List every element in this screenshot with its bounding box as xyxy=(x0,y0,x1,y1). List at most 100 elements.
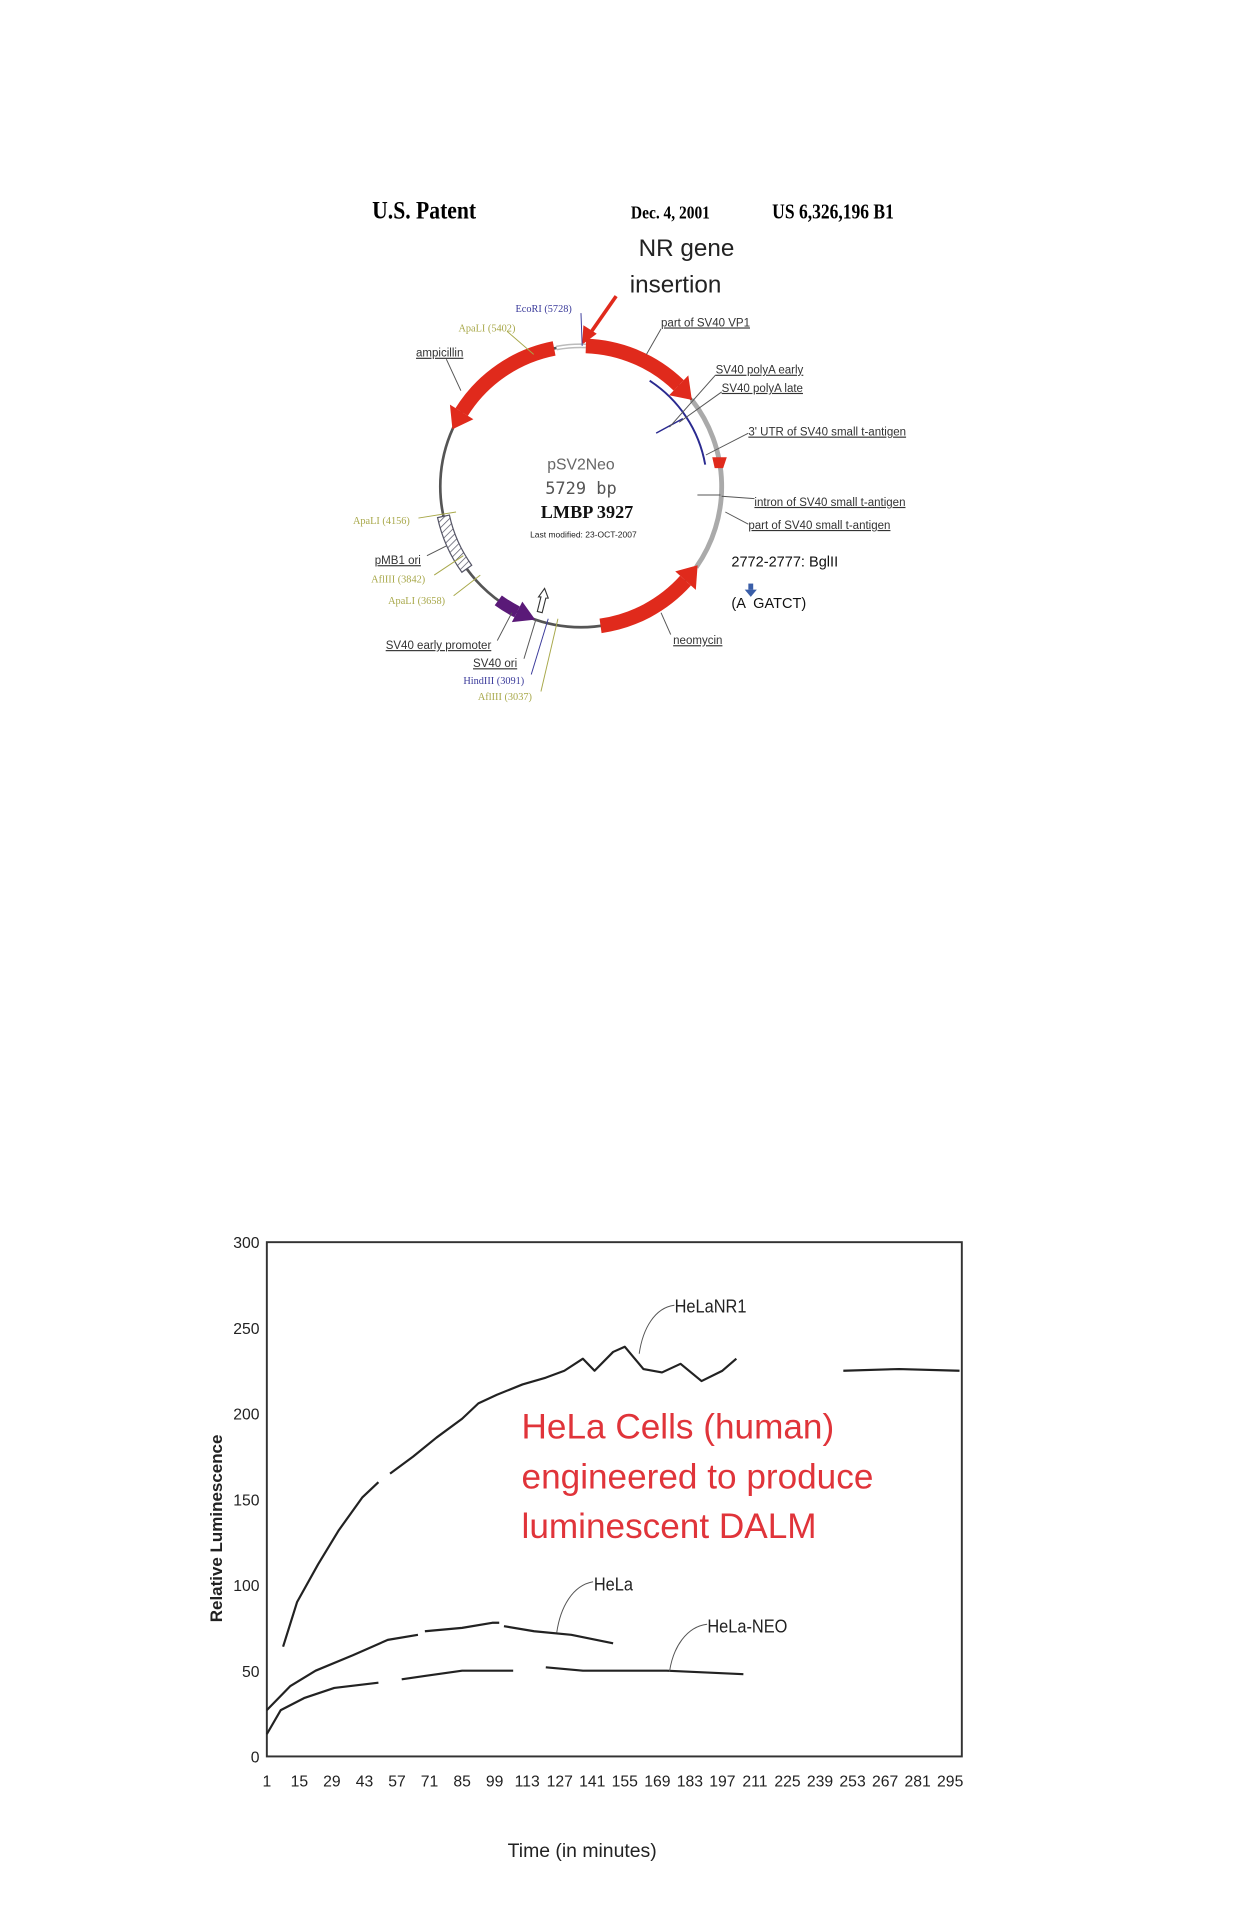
label-leader-line xyxy=(678,391,722,423)
label-leader-line xyxy=(418,511,457,519)
backbone-gap-inner xyxy=(556,344,586,349)
label-leader-line xyxy=(669,374,716,428)
x-tick-label: 239 xyxy=(807,1774,834,1791)
x-tick-label: 197 xyxy=(709,1774,735,1791)
label-leader-line xyxy=(646,328,662,355)
plasmid-modified: Last modified: 23-OCT-2007 xyxy=(530,529,637,539)
x-tick-label: 99 xyxy=(486,1774,504,1791)
x-axis-label: Time (in minutes) xyxy=(508,1840,657,1862)
label-leader-line xyxy=(705,432,749,456)
x-tick-label: 57 xyxy=(388,1774,406,1791)
annotation-line-3: luminescent DALM xyxy=(522,1507,817,1546)
label-leader-line xyxy=(496,612,513,641)
feature-polya-late: SV40 polyA late xyxy=(722,383,803,395)
x-tick-label: 183 xyxy=(677,1774,704,1791)
label-leader-line xyxy=(540,618,559,692)
feature-neomycin: neomycin xyxy=(673,635,722,647)
label-leader-line xyxy=(725,511,749,525)
x-tick-label: 29 xyxy=(323,1774,341,1791)
svg-text:HeLa: HeLa xyxy=(594,1573,633,1594)
feature-part-t-antigen-mark xyxy=(712,457,727,469)
feature-ampicillin-arrow-head xyxy=(449,404,474,430)
site-afliii-3037: AflIII (3037) xyxy=(478,692,532,703)
y-tick-label: 150 xyxy=(233,1492,260,1509)
patent-number: US 6,326,196 B1 xyxy=(772,201,894,224)
patent-header-left: U.S. Patent xyxy=(372,197,476,225)
series-label-hela-neo: HeLa-NEO xyxy=(669,1616,787,1672)
insertion-note-line1: NR gene xyxy=(639,235,735,262)
site-hindiii: HindIII (3091) xyxy=(463,676,524,687)
label-leader-line xyxy=(721,495,755,500)
feature-vp1: part of SV40 VP1 xyxy=(661,317,750,329)
feature-sv40-ori-arrow xyxy=(536,587,550,614)
svg-text:HeLaNR1: HeLaNR1 xyxy=(675,1296,747,1317)
feature-polya-mark xyxy=(655,417,684,434)
feature-polya-early: SV40 polyA early xyxy=(716,365,804,377)
x-tick-label: 15 xyxy=(291,1774,309,1791)
feature-neomycin-arrow-head xyxy=(675,565,698,590)
x-tick-label: 113 xyxy=(515,1774,540,1791)
y-tick-label: 100 xyxy=(233,1578,260,1595)
site-apali-5402: ApaLI (5402) xyxy=(458,323,515,334)
label-leader-line xyxy=(506,330,534,355)
feature-ampicillin: ampicillin xyxy=(416,348,463,360)
svg-text:HeLa-NEO: HeLa-NEO xyxy=(707,1616,787,1637)
feature-sv40-ori: SV40 ori xyxy=(473,658,517,670)
x-tick-label: 253 xyxy=(839,1774,866,1791)
series-label-helanr1: HeLaNR1 xyxy=(638,1296,747,1354)
x-tick-label: 295 xyxy=(937,1774,964,1791)
y-axis-label: Relative Luminescence xyxy=(207,1435,226,1623)
plot-frame xyxy=(265,1241,963,1758)
insertion-note-line2: insertion xyxy=(630,271,722,298)
site-ecori: EcoRI (5728) xyxy=(515,304,571,315)
feature-vp1-arrow-head xyxy=(669,375,692,400)
series-line-hela xyxy=(266,1621,614,1711)
site-apali-3658: ApaLI (3658) xyxy=(388,596,445,607)
label-leader-line xyxy=(530,618,549,675)
feature-utr: 3' UTR of SV40 small t-antigen xyxy=(748,427,906,439)
feature-pmb1-ori: pMB1 ori xyxy=(375,555,421,567)
x-tick-label: 155 xyxy=(612,1774,639,1791)
annotation-line-1: HeLa Cells (human) xyxy=(522,1408,835,1447)
feature-intron: intron of SV40 small t-antigen xyxy=(754,497,905,509)
label-leader-line xyxy=(433,555,464,576)
feature-early-promoter-arrow-head xyxy=(511,601,536,623)
label-leader-line xyxy=(453,574,481,597)
plasmid-size: 5729 bp xyxy=(545,479,617,499)
series-label-hela: HeLa xyxy=(556,1573,633,1633)
plasmid-name: pSV2Neo xyxy=(547,457,615,474)
feature-early-promoter: SV40 early promoter xyxy=(386,640,492,652)
annotation-line-2: engineered to produce xyxy=(522,1457,874,1496)
feature-ampicillin-arrow xyxy=(455,341,556,416)
y-tick-label: 0 xyxy=(251,1749,260,1766)
plasmid-id: LMBP 3927 xyxy=(541,502,633,522)
site-afliii-3842: AflIII (3842) xyxy=(371,574,425,585)
feature-neomycin-arrow xyxy=(599,575,691,634)
x-tick-label: 141 xyxy=(579,1774,605,1791)
x-tick-label: 1 xyxy=(262,1774,271,1791)
feature-pmb1-ori xyxy=(438,515,471,572)
site-apali-4156: ApaLI (4156) xyxy=(353,516,410,527)
label-leader-line xyxy=(580,313,583,346)
x-tick-label: 71 xyxy=(421,1774,439,1791)
feature-early-promoter-arrow xyxy=(494,595,520,618)
x-tick-label: 225 xyxy=(774,1774,801,1791)
x-tick-label: 211 xyxy=(742,1774,767,1791)
insertion-arrow xyxy=(582,295,618,345)
plasmid-map xyxy=(418,313,755,692)
x-tick-label: 43 xyxy=(356,1774,374,1791)
x-tick-label: 169 xyxy=(644,1774,671,1791)
backbone-segment xyxy=(689,398,725,569)
bglii-site: (A GATCT) xyxy=(731,596,806,612)
x-tick-label: 281 xyxy=(905,1774,931,1791)
y-tick-label: 300 xyxy=(233,1235,260,1252)
feature-part-t-antigen: part of SV40 small t-antigen xyxy=(748,520,890,532)
luminescence-chart: 1 15 29 43 57 71 85 99 113 127 141 155 169 183 197 211 2… xyxy=(207,1235,964,1862)
x-tick-label: 267 xyxy=(872,1774,898,1791)
patent-date: Dec. 4, 2001 xyxy=(631,202,710,222)
y-tick-label: 250 xyxy=(233,1321,260,1338)
y-tick-label: 50 xyxy=(242,1664,260,1681)
x-tick-label: 127 xyxy=(547,1774,573,1791)
feature-vp1-arrow xyxy=(585,338,684,391)
